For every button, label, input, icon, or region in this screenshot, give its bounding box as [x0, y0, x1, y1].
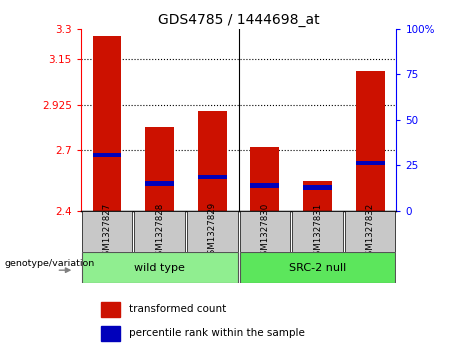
Text: GSM1327829: GSM1327829 — [208, 202, 217, 261]
Text: SRC-2 null: SRC-2 null — [289, 263, 346, 273]
FancyBboxPatch shape — [240, 252, 396, 283]
Text: GSM1327827: GSM1327827 — [102, 202, 112, 261]
Bar — [101, 326, 120, 340]
Text: GSM1327831: GSM1327831 — [313, 202, 322, 261]
Bar — [93, 36, 121, 211]
Title: GDS4785 / 1444698_at: GDS4785 / 1444698_at — [158, 13, 319, 26]
Bar — [250, 183, 279, 188]
Text: GSM1327828: GSM1327828 — [155, 202, 164, 261]
Bar — [101, 302, 120, 317]
FancyBboxPatch shape — [82, 252, 237, 283]
Text: genotype/variation: genotype/variation — [4, 258, 95, 268]
Text: transformed count: transformed count — [129, 305, 226, 314]
FancyBboxPatch shape — [82, 211, 132, 252]
Bar — [145, 181, 174, 185]
Bar — [145, 127, 174, 211]
Bar — [356, 72, 384, 211]
Bar — [198, 175, 227, 179]
FancyBboxPatch shape — [134, 211, 185, 252]
Bar — [198, 111, 227, 211]
Text: GSM1327830: GSM1327830 — [260, 202, 269, 261]
Bar — [250, 147, 279, 211]
Bar — [93, 153, 121, 157]
FancyBboxPatch shape — [292, 211, 343, 252]
Bar — [356, 161, 384, 166]
FancyBboxPatch shape — [187, 211, 237, 252]
Text: wild type: wild type — [134, 263, 185, 273]
FancyBboxPatch shape — [345, 211, 396, 252]
Bar — [303, 181, 332, 211]
Text: percentile rank within the sample: percentile rank within the sample — [129, 329, 305, 338]
Bar — [303, 185, 332, 189]
Text: GSM1327832: GSM1327832 — [366, 202, 375, 261]
FancyBboxPatch shape — [240, 211, 290, 252]
